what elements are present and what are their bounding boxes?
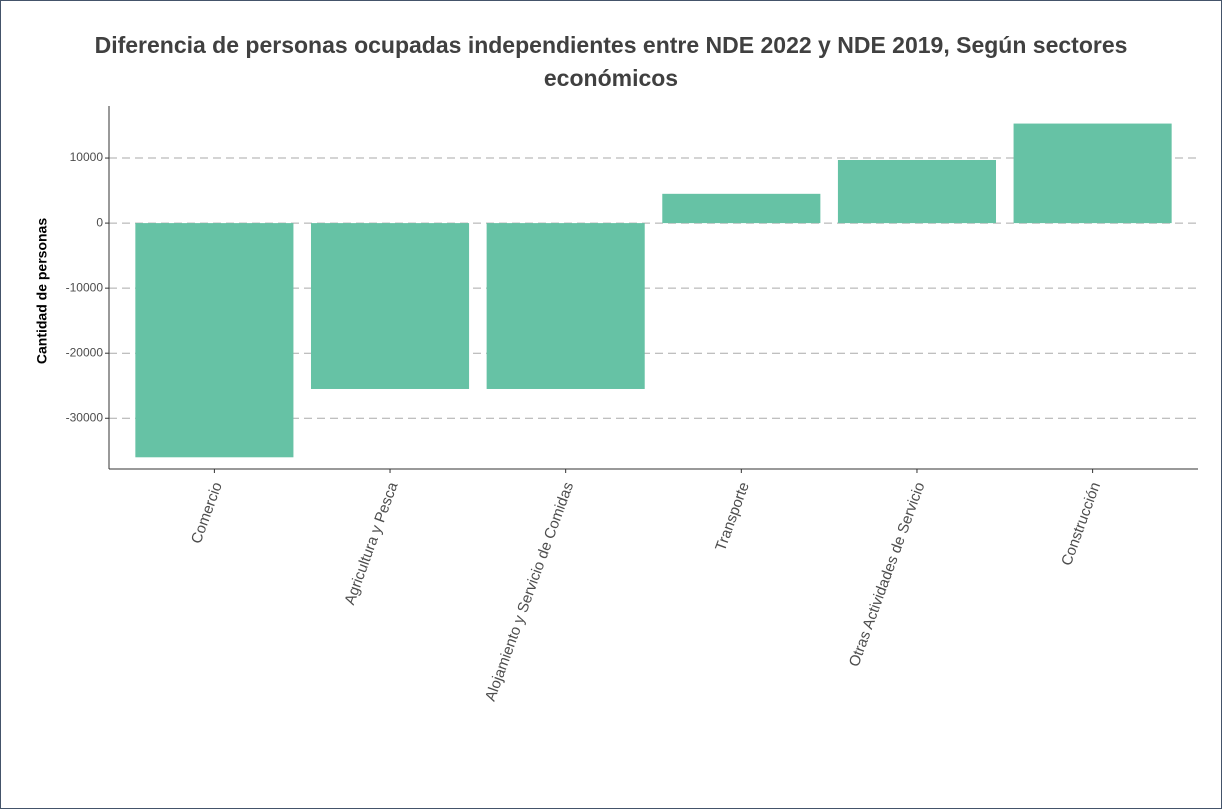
y-tick-label: 10000 (70, 150, 104, 164)
bar (135, 223, 294, 458)
bar (486, 223, 645, 389)
x-tick-label: Construcción (1058, 480, 1104, 568)
chart-title: Diferencia de personas ocupadas independ… (94, 32, 1128, 91)
x-tick-label: Comercio (188, 480, 226, 546)
y-tick-label: -10000 (66, 280, 104, 294)
x-tick-label: Alojamiento y Servicio de Comidas (482, 480, 577, 704)
bar (1013, 123, 1172, 224)
bar (310, 223, 470, 389)
bar (662, 193, 821, 224)
x-tick-label: Agricultura y Pesca (341, 479, 401, 607)
bar (837, 159, 997, 224)
y-tick-label: -20000 (66, 345, 104, 359)
x-tick-label: Otras Actividades de Servicio (846, 480, 929, 669)
x-tick-label: Transporte (712, 480, 753, 553)
y-tick-label: 0 (96, 215, 103, 229)
y-axis-label: Cantidad de personas (34, 218, 50, 364)
y-tick-label: -30000 (66, 410, 104, 424)
